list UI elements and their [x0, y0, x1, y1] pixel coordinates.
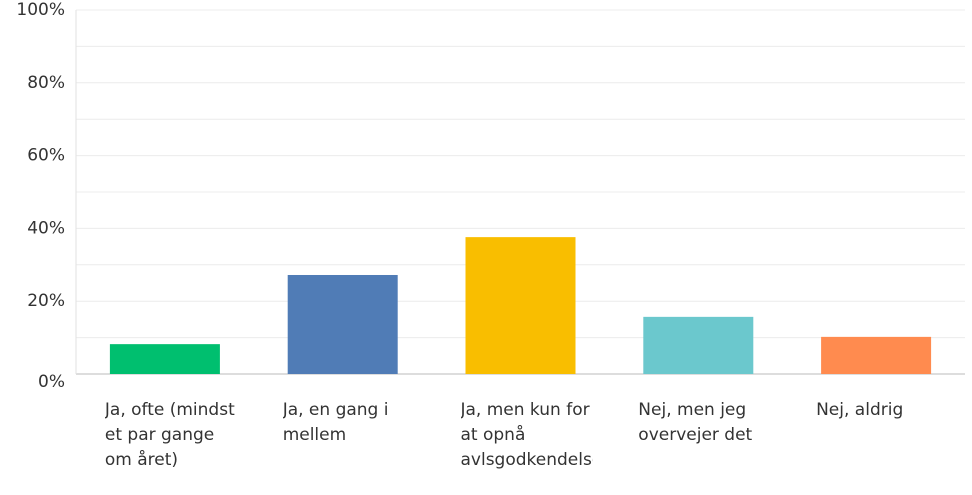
y-tick-label: 60% [27, 146, 65, 166]
y-tick-label: 100% [16, 0, 65, 20]
bar [465, 237, 576, 374]
bar [109, 344, 220, 374]
x-tick-label: Nej, aldrig [816, 400, 904, 420]
x-tick-label: Nej, men jeg overvejer det [638, 400, 753, 445]
y-tick-label: 40% [27, 218, 65, 238]
x-tick-label: Ja, ofte (mindst et par gange om året) [104, 400, 235, 470]
y-tick-label: 0% [38, 372, 65, 392]
bar [287, 274, 398, 374]
x-tick-label: Ja, men kun for at opnå avlsgodkendelse [460, 400, 593, 470]
x-tick-label: Ja, en gang i mellem [282, 400, 389, 445]
y-tick-label: 80% [27, 73, 65, 93]
y-tick-label: 20% [27, 291, 65, 311]
bar [643, 316, 754, 374]
bar [821, 336, 932, 374]
